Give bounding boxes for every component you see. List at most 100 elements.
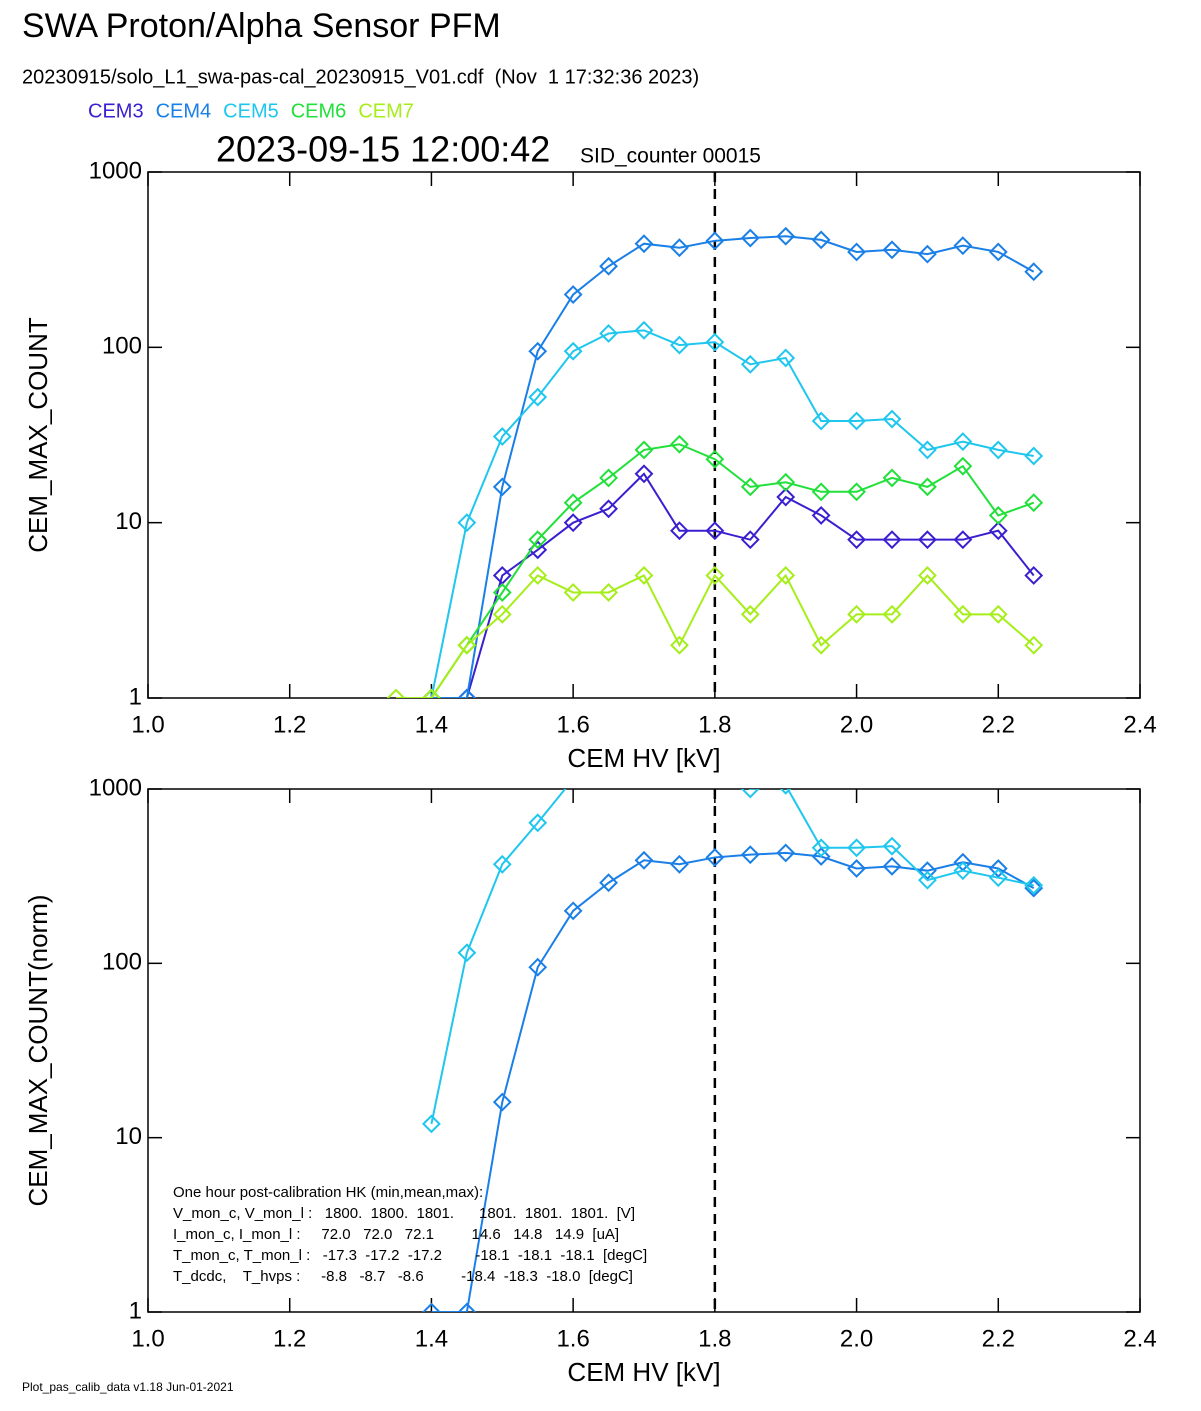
legend-entry: CEM4 [156,100,212,122]
marker [847,859,866,878]
marker [882,856,902,876]
marker [740,228,760,248]
marker [988,868,1008,888]
marker [634,234,654,254]
marker [1024,875,1044,895]
marker [563,901,583,921]
marker [776,472,796,492]
marker [1024,635,1044,655]
y-tick-label: 100 [102,333,142,360]
y-axis-label: CEM_MAX_COUNT [23,317,53,553]
marker [563,285,583,304]
marker [740,354,760,374]
marker [528,530,548,550]
series-line [396,573,1035,698]
marker [705,231,725,251]
marker [740,530,760,550]
marker [776,348,796,368]
marker [847,242,866,262]
plot-frame [147,171,1141,699]
y-tick-label: 1 [129,1297,142,1324]
marker [953,604,973,624]
marker [918,440,937,460]
marker [918,477,937,497]
marker [563,513,583,533]
marker [988,604,1008,624]
legend-entry: CEM3 [88,100,144,122]
marker [918,530,937,550]
marker [670,238,689,258]
marker [953,456,973,476]
x-tick-label: 2.0 [840,711,873,738]
marker [563,341,583,361]
marker [457,635,477,655]
marker [386,688,406,698]
x-tick-label: 1.8 [698,1325,731,1352]
marker [670,635,689,655]
marker [563,583,583,602]
marker [776,843,796,863]
marker [705,332,725,352]
marker [953,861,973,881]
x-axis-label: CEM HV [kV] [567,743,720,773]
marker [811,635,831,655]
title: SWA Proton/Alpha Sensor PFM [22,7,501,45]
marker [847,411,866,431]
x-tick-label: 1.0 [131,1325,164,1352]
marker [740,604,760,624]
marker [457,1302,477,1312]
marker [918,244,937,264]
marker [599,256,618,276]
marker [705,521,725,541]
plot-frame [147,788,1141,1313]
x-tick-label: 1.4 [415,711,448,738]
marker [492,427,512,446]
marker [492,854,512,874]
marker [988,440,1008,460]
x-tick-label: 1.6 [556,711,589,738]
marker [457,688,477,698]
marker [953,236,973,256]
hk-note: T_mon_c, T_mon_l : -17.3 -17.2 -17.2 -18… [173,1247,647,1264]
marker [882,409,902,429]
marker [953,432,973,452]
subtitle: 20230915/solo_L1_swa-pas-cal_20230915_V0… [22,66,699,88]
marker [776,487,796,507]
marker [670,335,689,355]
footer: Plot_pas_calib_data v1.18 Jun-01-2021 [22,1380,234,1394]
marker [918,861,937,881]
marker [492,604,512,624]
marker [670,434,689,454]
marker [811,411,831,431]
marker [882,604,902,624]
counter: SID_counter 00015 [580,145,761,168]
marker [1024,446,1044,466]
marker [1024,566,1044,585]
legend-entry: CEM5 [223,100,279,122]
marker [599,873,618,893]
marker [988,505,1008,525]
hk-note: One hour post-calibration HK (min,mean,m… [173,1184,483,1201]
marker [634,850,654,870]
marker [811,838,831,858]
marker [422,688,441,698]
marker [563,493,583,513]
marker [811,847,831,866]
x-tick-label: 2.4 [1123,711,1156,738]
marker [847,482,866,502]
x-tick-label: 1.2 [273,711,306,738]
timestamp: 2023-09-15 12:00:42 [216,129,550,170]
marker [740,789,760,799]
marker [528,341,548,361]
marker [705,566,725,585]
marker [811,482,831,502]
marker [740,845,760,865]
marker [740,477,760,497]
marker [918,870,937,890]
hk-note: I_mon_c, I_mon_l : 72.0 72.0 72.1 14.6 1… [173,1226,619,1243]
y-tick-label: 1 [129,683,142,710]
marker [670,854,689,874]
marker [811,230,831,250]
